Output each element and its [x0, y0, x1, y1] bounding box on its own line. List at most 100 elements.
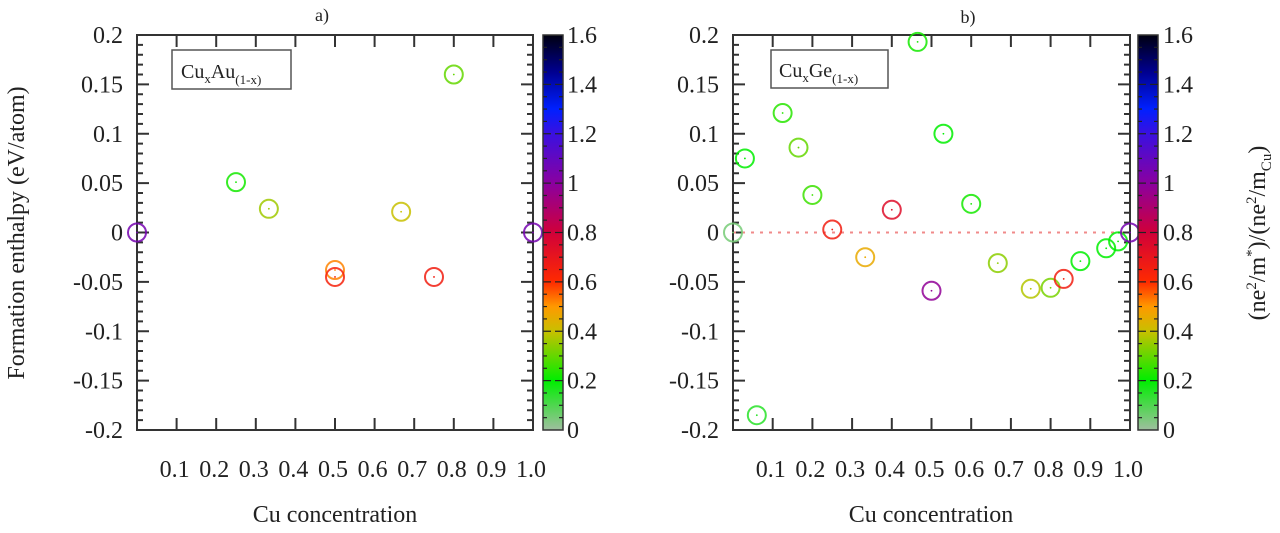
colorbar-tick-label: 1.4: [567, 72, 597, 98]
colorbar-tick-label: 0.6: [567, 270, 597, 296]
panel-b-label: b): [961, 7, 976, 28]
x-tick-label: 0.2: [795, 457, 825, 483]
panel-b-cuge-scatter: b) -0.2 -0.15 -0.1 -0.05 0 0.05 0.1 0.15 0.2 0.1…: [669, 7, 1275, 528]
x-tick-label: 0.9: [476, 457, 506, 483]
panel-a-y-axis-title: Formation enthalpy (eV/atom): [4, 86, 30, 379]
panel-b-x-axis-title: Cu concentration: [849, 502, 1014, 528]
data-point: [1040, 277, 1061, 298]
x-tick-label: 0.6: [358, 457, 388, 483]
data-point: [933, 123, 954, 144]
x-tick-label: 0.9: [1073, 457, 1103, 483]
panel-a-axis-ticks: [137, 34, 533, 431]
x-tick-label: 0.4: [875, 457, 905, 483]
legend-a-sub2: (1-x): [235, 72, 261, 87]
x-tick-label: 0.7: [397, 457, 427, 483]
data-point: [127, 222, 147, 243]
colorbar-tick-label: 0.8: [567, 221, 597, 247]
data-point: [987, 253, 1008, 274]
x-tick-label: 0.6: [954, 457, 984, 483]
panel-a-colorbar: 0 0.2 0.4 0.6 0.8 1 1.2 1.4 1.6: [542, 23, 597, 444]
data-point: [325, 266, 345, 287]
data-point: [746, 405, 767, 426]
panel-a-x-axis-title: Cu concentration: [253, 502, 418, 528]
legend-b-sub2: (1-x): [832, 71, 858, 86]
data-point: [443, 64, 464, 85]
x-tick-label: 0.3: [239, 457, 269, 483]
data-point: [822, 219, 843, 240]
colorbar-tick-label: 1: [567, 171, 579, 197]
data-point: [907, 31, 928, 52]
x-tick-label: 0.8: [1034, 457, 1064, 483]
colorbar-tick-label: 1.6: [567, 23, 597, 49]
y-tick-label: -0.15: [669, 369, 719, 395]
panel-b-y-tick-labels: -0.2 -0.15 -0.1 -0.05 0 0.05 0.1 0.15 0.2: [669, 23, 719, 444]
data-point: [802, 184, 823, 205]
y-tick-label: 0.1: [689, 122, 719, 148]
legend-b-element2: Ge: [809, 60, 832, 82]
x-tick-label: 0.7: [994, 457, 1024, 483]
data-point: [723, 222, 743, 243]
data-point: [1053, 268, 1074, 289]
data-point: [921, 280, 942, 301]
panel-a-label: a): [315, 5, 329, 26]
colorbar-tick-label: 0.4: [567, 319, 597, 345]
colorbar-tick-label: 1: [1163, 171, 1175, 197]
colorbar-tick-label: 1.2: [567, 122, 597, 148]
x-tick-label: 0.8: [437, 457, 467, 483]
x-tick-label: 1.0: [1113, 457, 1143, 483]
legend-a-element1: Cu: [181, 61, 204, 83]
y-tick-label: -0.1: [85, 319, 123, 345]
panel-a-legend-box: CuxAu(1-x): [171, 49, 292, 90]
data-point: [961, 193, 982, 214]
data-point: [523, 222, 543, 243]
colorbar-tick-label: 0.2: [1163, 369, 1193, 395]
data-point: [226, 172, 246, 193]
panel-a-y-tick-labels: -0.2 -0.15 -0.1 -0.05 0 0.05 0.1 0.15 0.2: [73, 23, 123, 444]
data-point: [772, 103, 793, 124]
colorbar-tick-label: 0.2: [567, 369, 597, 395]
legend-a-sub1: x: [204, 71, 211, 86]
y-tick-label: 0.2: [93, 23, 123, 49]
colorbar-tick-label: 0.4: [1163, 319, 1193, 345]
data-point: [391, 201, 412, 222]
panel-a-plot-frame: [136, 34, 534, 431]
colorbar-tick-label: 0: [567, 418, 579, 444]
colorbar-tick-label: 1.2: [1163, 122, 1193, 148]
data-point: [424, 266, 444, 287]
panel-b-data-points: [723, 31, 1140, 426]
y-tick-label: 0: [707, 221, 719, 247]
svg-text:CuxAu(1-x): CuxAu(1-x): [181, 61, 261, 87]
data-point: [1096, 238, 1117, 259]
data-point: [855, 247, 876, 268]
panel-b-colorbar: 0 0.2 0.4 0.6 0.8 1 1.2 1.4 1.6: [1137, 23, 1193, 444]
panel-b-legend-box: CuxGe(1-x): [770, 49, 889, 89]
data-point: [788, 137, 809, 158]
panel-b-x-tick-labels: 0.1 0.2 0.3 0.4 0.5 0.6 0.7 0.8 0.9 1.0: [756, 457, 1143, 483]
data-point: [258, 198, 279, 219]
legend-b-sub1: x: [802, 70, 809, 85]
legend-b-element1: Cu: [779, 60, 802, 82]
x-tick-label: 0.1: [756, 457, 786, 483]
x-tick-label: 1.0: [516, 457, 546, 483]
x-tick-label: 0.5: [915, 457, 945, 483]
colorbar-tick-label: 0: [1163, 418, 1175, 444]
y-tick-label: 0.2: [689, 23, 719, 49]
y-tick-label: -0.05: [73, 270, 123, 296]
legend-a-element2: Au: [211, 61, 235, 83]
panel-a-cuau-scatter: a) -0.2 -0.15 -0.1 -0.05 0 0.05 0.1 0.15 0.2 0.1…: [4, 5, 597, 528]
x-tick-label: 0.2: [199, 457, 229, 483]
x-tick-label: 0.1: [160, 457, 190, 483]
y-tick-label: 0.15: [677, 72, 719, 98]
y-tick-label: 0.05: [677, 171, 719, 197]
y-tick-label: -0.15: [73, 369, 123, 395]
x-tick-label: 0.4: [278, 457, 308, 483]
y-tick-label: -0.2: [681, 418, 719, 444]
y-tick-label: 0.05: [81, 171, 123, 197]
data-point: [881, 199, 902, 220]
colorbar-tick-label: 0.8: [1163, 221, 1193, 247]
colorbar-tick-label: 0.6: [1163, 270, 1193, 296]
panel-a-data-points: [127, 64, 543, 287]
colorbar-tick-label: 1.4: [1163, 72, 1193, 98]
svg-text:CuxGe(1-x): CuxGe(1-x): [779, 60, 858, 86]
